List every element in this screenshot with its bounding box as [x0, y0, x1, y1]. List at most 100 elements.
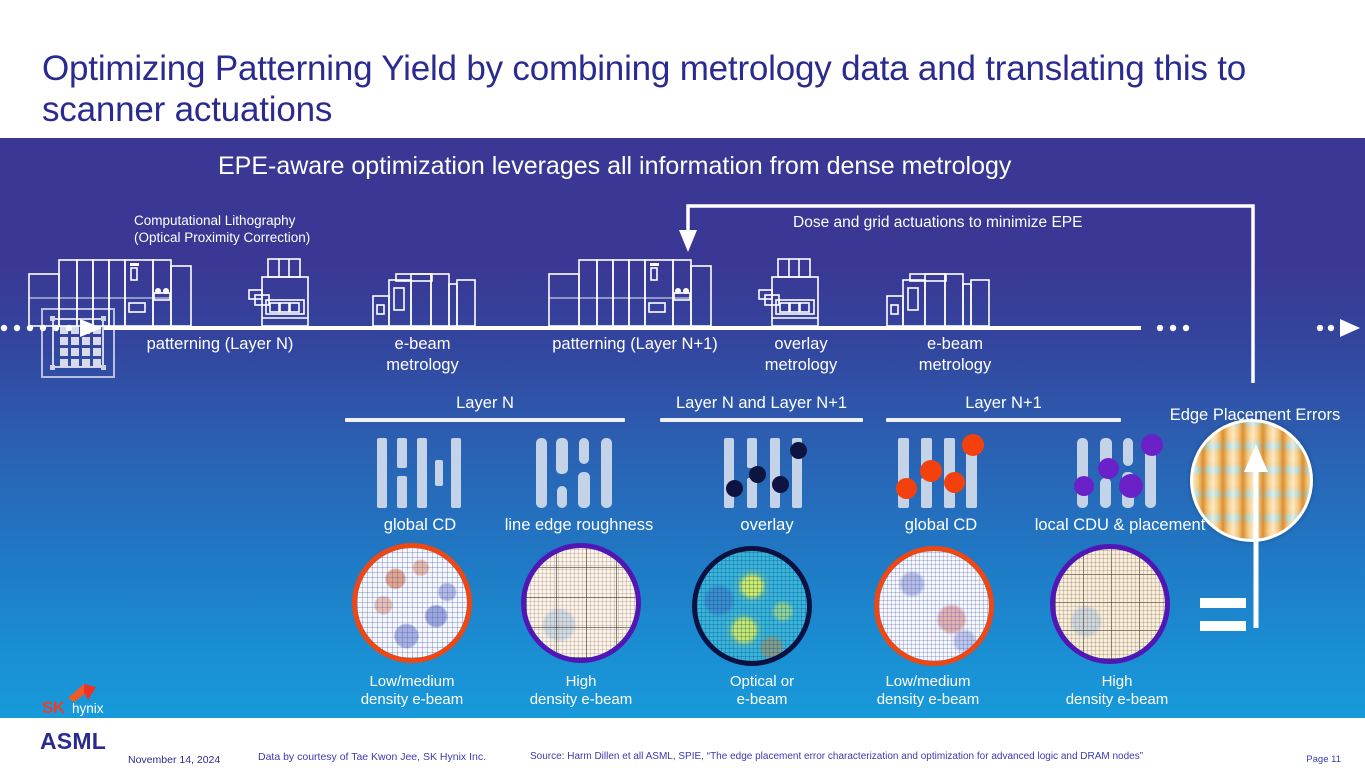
group-underline — [345, 418, 625, 422]
pattern-global-cd-layer-n1: global CD — [896, 434, 986, 534]
cd-dot — [944, 472, 965, 493]
group-underline — [886, 418, 1121, 422]
wafer-caption-line1: High — [565, 673, 597, 690]
overlay-dot — [772, 476, 789, 493]
pattern-local-cdu-placement: local CDU & placement — [1035, 434, 1205, 534]
sk-hynix-sk-text: SK — [42, 698, 65, 717]
overlay-dot — [749, 466, 766, 483]
pattern-bars — [896, 434, 986, 512]
footer-data-courtesy: Data by courtesy of Tae Kwon Jee, SK Hyn… — [258, 751, 487, 763]
sk-hynix-hynix-text: hynix — [72, 701, 104, 716]
group-header-layer-n1: Layer N+1 — [886, 394, 1121, 422]
result-up-arrow-icon — [1244, 444, 1268, 628]
asml-logo: ASML — [40, 728, 106, 754]
cd-dot — [896, 478, 917, 499]
reticle-mask-icon — [41, 308, 115, 378]
wafer-caption-line2: density e-beam — [360, 691, 464, 708]
sk-hynix-mark-icon — [68, 684, 96, 702]
ebeam-metrology-machine-icon — [372, 260, 477, 328]
scanner-machine-icon — [28, 258, 193, 328]
wafer-caption-line2: density e-beam — [529, 691, 633, 708]
wafer-map-low-medium-ebeam-2 — [874, 546, 994, 666]
flow-label-line2: metrology — [918, 356, 992, 374]
wafer-texture — [697, 551, 807, 661]
pattern-line-edge-roughness: line edge roughness — [505, 434, 653, 534]
sk-hynix-logo: SK hynix — [42, 684, 132, 718]
group-header-layer-n-and-n1: Layer N and Layer N+1 — [660, 394, 863, 422]
wafer-texture — [1055, 549, 1165, 659]
panel-heading: EPE-aware optimization leverages all inf… — [218, 152, 1012, 180]
title-area: Optimizing Patterning Yield by combining… — [0, 0, 1365, 138]
pattern-caption: overlay — [740, 516, 794, 534]
edge-placement-error-wafer — [1190, 419, 1313, 542]
wafer-caption-line2: density e-beam — [1065, 691, 1169, 708]
flow-label-line1: e-beam — [927, 335, 983, 353]
wafer-caption-line1: High — [1101, 673, 1133, 690]
flow-label-patterning-layer-n1: patterning (Layer N+1) — [552, 335, 718, 353]
pattern-bars — [722, 434, 812, 512]
flow-label-line1: e-beam — [394, 335, 451, 353]
group-header-label: Layer N — [456, 394, 514, 412]
wafer-texture — [357, 548, 467, 658]
edge-placement-errors-label: Edge Placement Errors — [1169, 406, 1341, 424]
cdu-dot — [1074, 476, 1094, 496]
overlay-metrology-machine-icon — [758, 258, 836, 328]
pattern-caption: local CDU & placement — [1034, 516, 1206, 534]
pattern-bars — [534, 434, 624, 512]
pattern-overlay: overlay — [722, 434, 812, 534]
group-header-label: Layer N+1 — [965, 394, 1042, 412]
scanner-machine-icon — [548, 258, 713, 328]
overlay-dot — [726, 480, 743, 497]
footer-date: November 14, 2024 — [128, 754, 221, 766]
equals-operator-bottom — [1200, 621, 1246, 631]
process-flow-axis — [0, 319, 1360, 337]
wafer-texture — [879, 551, 989, 661]
footer-source: Source: Harm Dillen et all ASML, SPIE, “… — [530, 751, 1144, 762]
cdu-dot — [1119, 474, 1143, 498]
overlay-dot — [790, 442, 807, 459]
wafer-caption-1: Low/medium density e-beam — [322, 673, 502, 709]
flow-label-ebeam-metrology-1: e-beam metrology — [330, 334, 515, 376]
ebeam-metrology-machine-icon — [248, 258, 326, 328]
ebeam-metrology-machine-icon — [886, 260, 991, 328]
content-panel: EPE-aware optimization leverages all inf… — [0, 138, 1365, 718]
wafer-map-optical-or-ebeam — [692, 546, 812, 666]
complitho-line1: Computational Lithography — [134, 213, 296, 228]
wafer-caption-line1: Low/medium — [885, 673, 971, 690]
cdu-dot — [1141, 434, 1163, 456]
complitho-line2: (Optical Proximity Correction) — [134, 230, 311, 245]
flow-label-ebeam-metrology-2: e-beam metrology — [865, 334, 1045, 376]
flow-label-line2: metrology — [386, 356, 459, 374]
wafer-caption-4: Low/medium density e-beam — [838, 673, 1018, 709]
flow-label-overlay-metrology: overlay metrology — [710, 334, 892, 376]
wafer-map-high-ebeam-1 — [521, 543, 641, 663]
footer-page-number: Page 11 — [1306, 754, 1341, 765]
cd-dot — [962, 434, 984, 456]
group-header-label: Layer N and Layer N+1 — [675, 394, 848, 412]
flow-label-line2: metrology — [764, 356, 838, 374]
group-underline — [660, 418, 863, 422]
cd-dot — [920, 460, 942, 482]
pattern-caption: line edge roughness — [504, 516, 654, 534]
group-header-layer-n: Layer N — [345, 394, 625, 422]
pattern-global-cd-layer-n: global CD — [375, 434, 465, 534]
flow-label-line1: overlay — [774, 335, 828, 353]
pattern-caption: global CD — [904, 516, 978, 534]
cdu-dot — [1098, 458, 1119, 479]
pattern-caption: global CD — [383, 516, 457, 534]
wafer-texture — [526, 548, 636, 658]
flow-label-patterning-layer-n: patterning (Layer N) — [146, 335, 294, 353]
wafer-caption-line2: e-beam — [736, 691, 788, 708]
pattern-bars — [1074, 434, 1165, 512]
equals-operator-top — [1200, 598, 1246, 608]
wafer-caption-line2: density e-beam — [876, 691, 980, 708]
slide-footer: ASML November 14, 2024 Data by courtesy … — [0, 718, 1365, 768]
computational-lithography-label: Computational Lithography (Optical Proxi… — [134, 212, 310, 246]
wafer-caption-3: Optical or e-beam — [672, 673, 852, 709]
wafer-caption-2: High density e-beam — [491, 673, 671, 709]
wafer-caption-5: High density e-beam — [1027, 673, 1207, 709]
wafer-caption-line1: Low/medium — [369, 673, 455, 690]
page-title: Optimizing Patterning Yield by combining… — [42, 49, 1247, 129]
wafer-map-high-ebeam-2 — [1050, 544, 1170, 664]
dose-grid-actuations-label: Dose and grid actuations to minimize EPE — [793, 214, 1083, 231]
